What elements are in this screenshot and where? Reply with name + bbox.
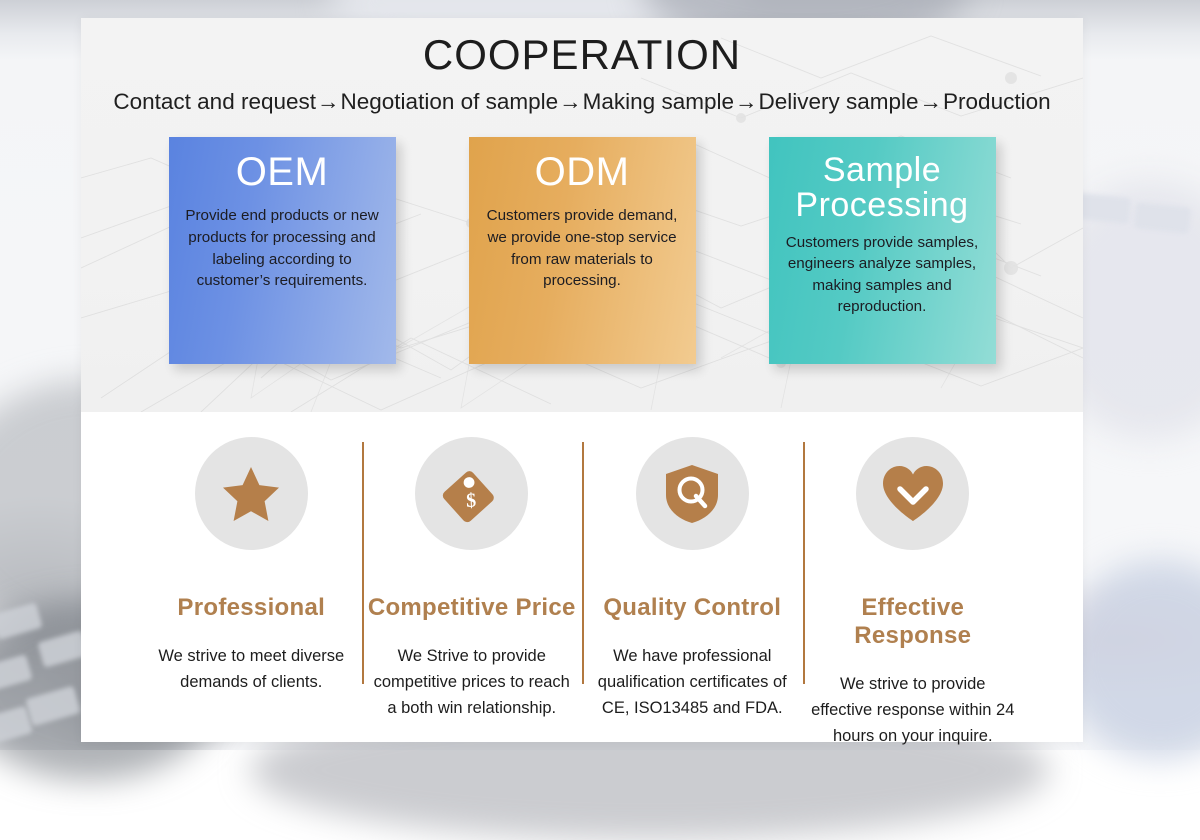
service-card-list: OEM Provide end products or new products… xyxy=(81,137,1083,364)
feature-quality-control[interactable]: Quality Control We have professional qua… xyxy=(582,424,803,742)
service-card-oem[interactable]: OEM Provide end products or new products… xyxy=(169,137,396,364)
service-card-title-line-1: Sample xyxy=(779,153,986,188)
feature-competitive-price[interactable]: $ Competitive Price We Strive to provide… xyxy=(362,424,583,742)
service-card-title-line-2: Processing xyxy=(779,188,986,223)
service-card-description: Customers provide samples, engineers ana… xyxy=(779,232,986,318)
process-arrow-icon: → xyxy=(734,89,759,114)
service-card-description: Provide end products or new products for… xyxy=(179,205,386,291)
heart-check-icon xyxy=(880,464,946,524)
feature-icon-circle: $ xyxy=(415,437,528,550)
feature-title: Effective Response xyxy=(809,594,1018,650)
service-card-title: Sample Processing xyxy=(779,151,986,224)
service-card-description: Customers provide demand, we provide one… xyxy=(479,205,686,291)
features-section: Professional We strive to meet diverse d… xyxy=(81,412,1083,742)
feature-description: We have professional qualification certi… xyxy=(588,643,797,721)
service-card-title: OEM xyxy=(179,151,386,193)
process-arrow-icon: → xyxy=(316,89,341,114)
process-step-1: Contact and request xyxy=(113,89,316,114)
feature-title: Quality Control xyxy=(588,594,797,622)
keyboard-key-blur xyxy=(1134,202,1191,234)
process-step-4: Delivery sample xyxy=(758,89,918,114)
price-tag-icon: $ xyxy=(441,463,503,525)
content-sheet: COOPERATION Contact and request→Negotiat… xyxy=(81,18,1083,742)
feature-icon-circle xyxy=(195,437,308,550)
svg-text:$: $ xyxy=(465,489,476,511)
service-card-title: ODM xyxy=(479,151,686,193)
cooperation-section: COOPERATION Contact and request→Negotiat… xyxy=(81,18,1083,412)
shield-quality-icon xyxy=(663,463,721,525)
service-card-sample-processing[interactable]: Sample Processing Customers provide samp… xyxy=(769,137,996,364)
process-flow-line: Contact and request→Negotiation of sampl… xyxy=(81,89,1083,115)
feature-description: We Strive to provide competitive prices … xyxy=(368,643,577,721)
feature-professional[interactable]: Professional We strive to meet diverse d… xyxy=(141,424,362,742)
star-icon xyxy=(221,465,281,523)
feature-description: We strive to meet diverse demands of cli… xyxy=(147,643,356,695)
feature-icon-circle xyxy=(636,437,749,550)
process-step-3: Making sample xyxy=(583,89,734,114)
service-card-odm[interactable]: ODM Customers provide demand, we provide… xyxy=(469,137,696,364)
process-arrow-icon: → xyxy=(558,89,583,114)
feature-effective-response[interactable]: Effective Response We strive to provide … xyxy=(803,424,1024,742)
feature-icon-circle xyxy=(856,437,969,550)
feature-description: We strive to provide effective response … xyxy=(809,671,1018,749)
process-step-5: Production xyxy=(943,89,1051,114)
feature-title: Professional xyxy=(147,594,356,622)
process-step-2: Negotiation of sample xyxy=(341,89,559,114)
feature-title: Competitive Price xyxy=(368,594,577,622)
process-arrow-icon: → xyxy=(919,89,944,114)
page-title: COOPERATION xyxy=(81,18,1083,79)
